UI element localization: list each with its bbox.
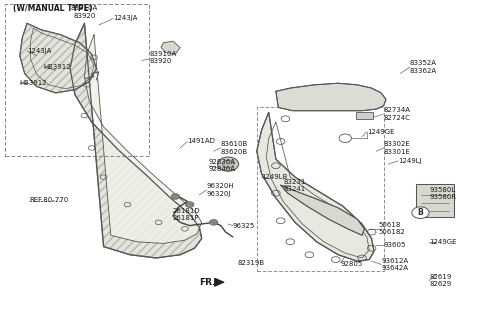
Text: REF.80-770: REF.80-770: [29, 197, 69, 203]
Polygon shape: [70, 23, 202, 258]
Text: 83610B
83620B: 83610B 83620B: [221, 141, 248, 155]
Text: 1249GE: 1249GE: [367, 129, 395, 135]
Polygon shape: [215, 278, 224, 286]
Text: 96320H
96320J: 96320H 96320J: [206, 183, 234, 197]
Text: 93612A
93642A: 93612A 93642A: [381, 258, 408, 271]
Text: 82619
82629: 82619 82629: [429, 274, 451, 287]
Polygon shape: [276, 83, 386, 111]
Circle shape: [412, 207, 429, 218]
Text: H83912: H83912: [20, 80, 48, 86]
Text: FR.: FR.: [199, 278, 216, 287]
Text: 83231
83241: 83231 83241: [283, 178, 305, 192]
Polygon shape: [281, 185, 364, 235]
Circle shape: [222, 160, 234, 168]
Text: 1243JA: 1243JA: [27, 48, 51, 54]
Text: 82319B: 82319B: [238, 260, 265, 266]
Text: 96325: 96325: [233, 223, 255, 228]
Text: 1491AD: 1491AD: [187, 138, 215, 145]
Text: 26181D
26181P: 26181D 26181P: [173, 208, 201, 221]
Text: 93605: 93605: [384, 242, 406, 248]
Text: 92836A
92846A: 92836A 92846A: [209, 159, 236, 172]
Text: 50618
506182: 50618 506182: [379, 222, 406, 236]
Text: 83302E
83301E: 83302E 83301E: [384, 141, 410, 155]
Text: 83910A
83920: 83910A 83920: [71, 6, 98, 19]
Polygon shape: [257, 112, 374, 261]
Text: 82734A
82724C: 82734A 82724C: [384, 107, 410, 121]
Text: H83912: H83912: [44, 64, 72, 70]
Text: 1243JA: 1243JA: [113, 16, 138, 21]
Circle shape: [209, 219, 218, 225]
Polygon shape: [161, 41, 180, 54]
Polygon shape: [20, 23, 96, 93]
FancyBboxPatch shape: [356, 112, 372, 120]
Text: 83910A
83920: 83910A 83920: [149, 51, 176, 64]
Circle shape: [185, 202, 194, 207]
Text: 92805: 92805: [340, 261, 363, 267]
Polygon shape: [84, 35, 202, 243]
Circle shape: [171, 194, 180, 200]
Text: 1249LB: 1249LB: [262, 174, 288, 180]
Text: 83352A
83362A: 83352A 83362A: [410, 60, 437, 74]
Circle shape: [217, 157, 239, 171]
Circle shape: [339, 134, 351, 142]
FancyBboxPatch shape: [416, 184, 455, 217]
Text: 1249LJ: 1249LJ: [398, 158, 421, 164]
Text: 93580L
93580R: 93580L 93580R: [429, 187, 456, 200]
Text: 1249GE: 1249GE: [429, 239, 456, 245]
Text: (W/MANUAL TYPE): (W/MANUAL TYPE): [12, 4, 92, 13]
Text: B: B: [418, 208, 423, 217]
